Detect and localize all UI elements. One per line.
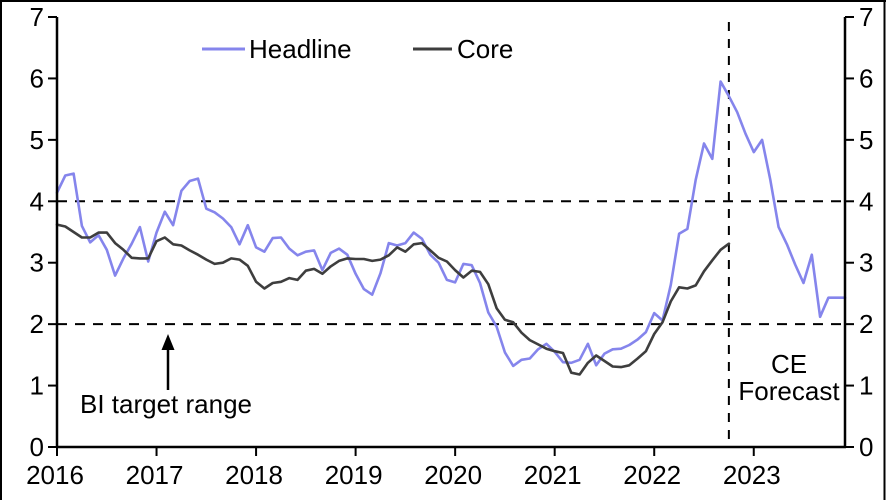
axes <box>48 16 854 456</box>
y-axis-labels-left: 0 1 2 3 4 5 6 7 <box>30 2 44 462</box>
y-label-left-3: 3 <box>30 248 44 278</box>
y-label-right-6: 6 <box>859 63 873 93</box>
y-label-right-3: 3 <box>859 248 873 278</box>
y-label-left-5: 5 <box>30 125 44 155</box>
x-label-2018: 2018 <box>225 460 283 490</box>
target-range-lines <box>57 200 845 326</box>
y-label-right-4: 4 <box>859 186 873 216</box>
y-label-right-2: 2 <box>859 309 873 339</box>
y-label-right-1: 1 <box>859 371 873 401</box>
y-label-left-7: 7 <box>30 2 44 32</box>
x-label-2023: 2023 <box>723 460 781 490</box>
y-label-right-0: 0 <box>859 432 873 462</box>
y-label-left-6: 6 <box>30 63 44 93</box>
y-label-left-2: 2 <box>30 309 44 339</box>
legend: Headline Core <box>202 34 513 64</box>
y-axis-labels-right: 0 1 2 3 4 5 6 7 <box>859 2 873 462</box>
legend-core-label: Core <box>457 34 513 64</box>
bi-target-range-label: BI target range <box>80 389 252 419</box>
ce-forecast-label-line2: Forecast <box>738 376 840 406</box>
bi-target-range-annotation: BI target range <box>80 334 252 419</box>
ce-forecast-annotation: CE Forecast <box>738 349 840 406</box>
y-label-left-4: 4 <box>30 186 44 216</box>
arrow-up-icon <box>161 334 175 350</box>
ce-forecast-label-line1: CE <box>771 349 807 379</box>
core-line <box>55 223 731 376</box>
legend-headline-label: Headline <box>249 34 352 64</box>
x-label-2019: 2019 <box>325 460 383 490</box>
x-label-2016: 2016 <box>26 460 84 490</box>
x-label-2022: 2022 <box>623 460 681 490</box>
series-lines <box>55 80 847 376</box>
y-label-left-0: 0 <box>30 432 44 462</box>
y-label-right-5: 5 <box>859 125 873 155</box>
x-axis-labels: 2016 2017 2018 2019 2020 2021 2022 2023 <box>26 460 781 490</box>
y-label-right-7: 7 <box>859 2 873 32</box>
x-label-2020: 2020 <box>424 460 482 490</box>
headline-line <box>55 80 847 368</box>
x-label-2017: 2017 <box>126 460 184 490</box>
x-label-2021: 2021 <box>524 460 582 490</box>
y-label-left-1: 1 <box>30 371 44 401</box>
